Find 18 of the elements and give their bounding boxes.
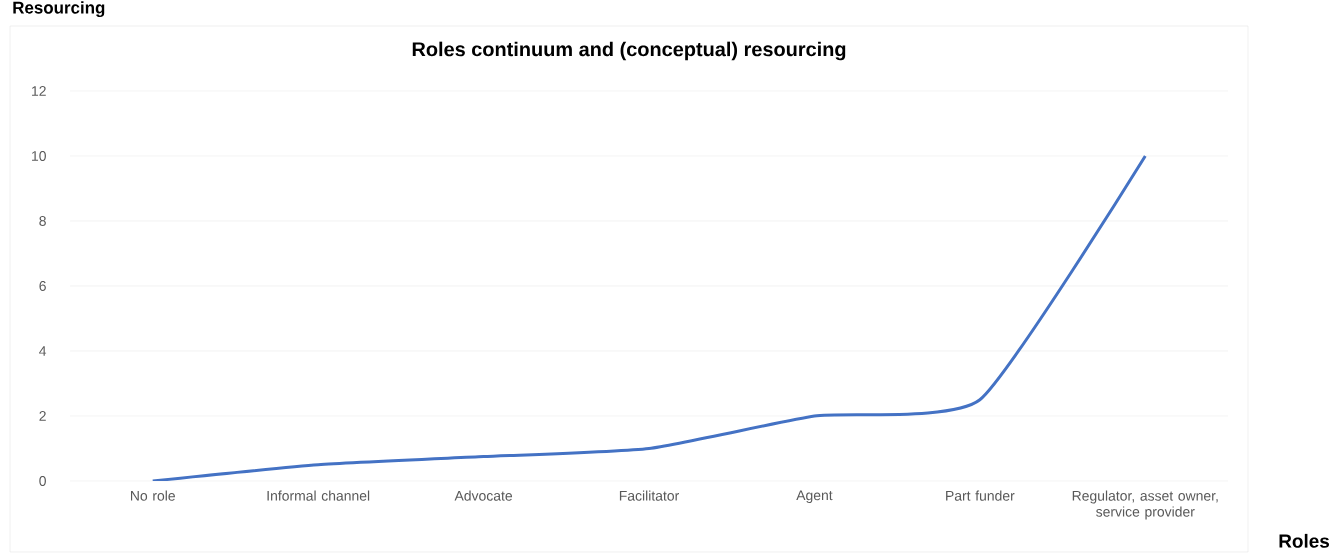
y-tick-label: 8 bbox=[39, 216, 46, 226]
y-axis-title: Resourcing bbox=[13, 1, 105, 18]
x-tick-label: Informal channel bbox=[267, 490, 370, 501]
x-tick-label: Advocate bbox=[454, 490, 513, 501]
y-tick-label: 0 bbox=[39, 476, 46, 486]
y-tick-label: 2 bbox=[39, 411, 46, 421]
x-tick-label: Regulator, asset owner, service provider bbox=[1072, 490, 1218, 520]
y-tick-label: 12 bbox=[32, 86, 46, 96]
chart-title: Roles continuum and (conceptual) resourcing bbox=[412, 41, 846, 61]
x-tick-label: No role bbox=[131, 490, 175, 501]
y-tick-label: 6 bbox=[39, 281, 46, 291]
x-axis-title: Roles bbox=[1279, 533, 1330, 548]
x-tick-label: Part funder bbox=[946, 490, 1015, 501]
y-tick-label: 4 bbox=[39, 346, 47, 356]
x-tick-label: Agent bbox=[796, 490, 833, 503]
y-tick-label: 10 bbox=[32, 151, 46, 161]
line-series bbox=[151, 154, 1147, 481]
x-tick-label: Facilitator bbox=[619, 490, 680, 501]
